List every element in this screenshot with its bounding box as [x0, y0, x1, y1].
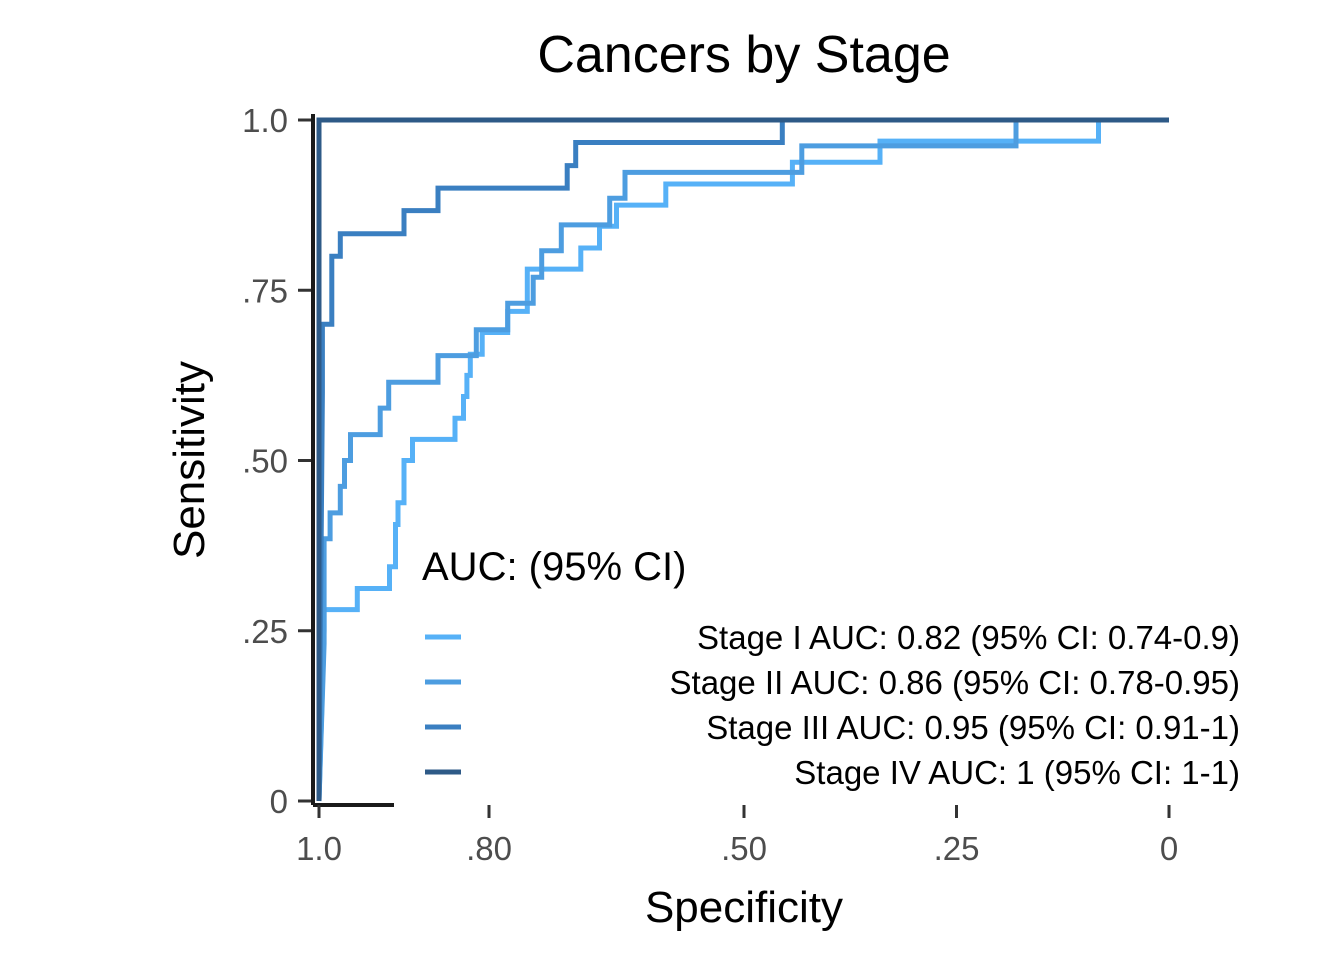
- axes: [311, 114, 394, 807]
- legend-label-stage-1: Stage I AUC: 0.82 (95% CI: 0.74-0.9): [697, 619, 1240, 656]
- x-tick-label: 1.0: [296, 830, 342, 867]
- y-tick-label: 0: [270, 783, 288, 820]
- roc-curve-stage-3: [316, 117, 1169, 802]
- y-axis-ticks: 0 .25 .50 .75 1.0: [242, 102, 311, 820]
- roc-curve-stage-2: [316, 117, 1169, 802]
- y-tick-label: .50: [242, 443, 288, 480]
- y-tick-label: 1.0: [242, 102, 288, 139]
- x-axis-ticks: 1.0 .80 .50 .25 0: [296, 805, 1178, 867]
- roc-curve-stage-4: [316, 117, 1169, 801]
- legend-items: Stage I AUC: 0.82 (95% CI: 0.74-0.9) Stag…: [425, 619, 1240, 791]
- legend-label-stage-2: Stage II AUC: 0.86 (95% CI: 0.78-0.95): [670, 664, 1240, 701]
- legend-label-stage-4: Stage IV AUC: 1 (95% CI: 1-1): [794, 754, 1240, 791]
- x-tick-label: .25: [934, 830, 980, 867]
- chart-title: Cancers by Stage: [537, 26, 950, 84]
- roc-curves: [316, 117, 1169, 802]
- x-tick-label: 0: [1160, 830, 1178, 867]
- legend: AUC: (95% CI) Stage I AUC: 0.82 (95% CI:…: [422, 545, 1240, 791]
- x-tick-label: .80: [466, 830, 512, 867]
- roc-curve-stage-1: [316, 117, 1169, 802]
- x-axis-label: Specificity: [645, 883, 843, 932]
- legend-label-stage-3: Stage III AUC: 0.95 (95% CI: 0.91-1): [706, 709, 1240, 746]
- y-tick-label: .75: [242, 272, 288, 309]
- y-axis-label: Sensitivity: [165, 361, 214, 559]
- legend-title: AUC: (95% CI): [422, 545, 687, 589]
- x-tick-label: .50: [721, 830, 767, 867]
- y-tick-label: .25: [242, 613, 288, 650]
